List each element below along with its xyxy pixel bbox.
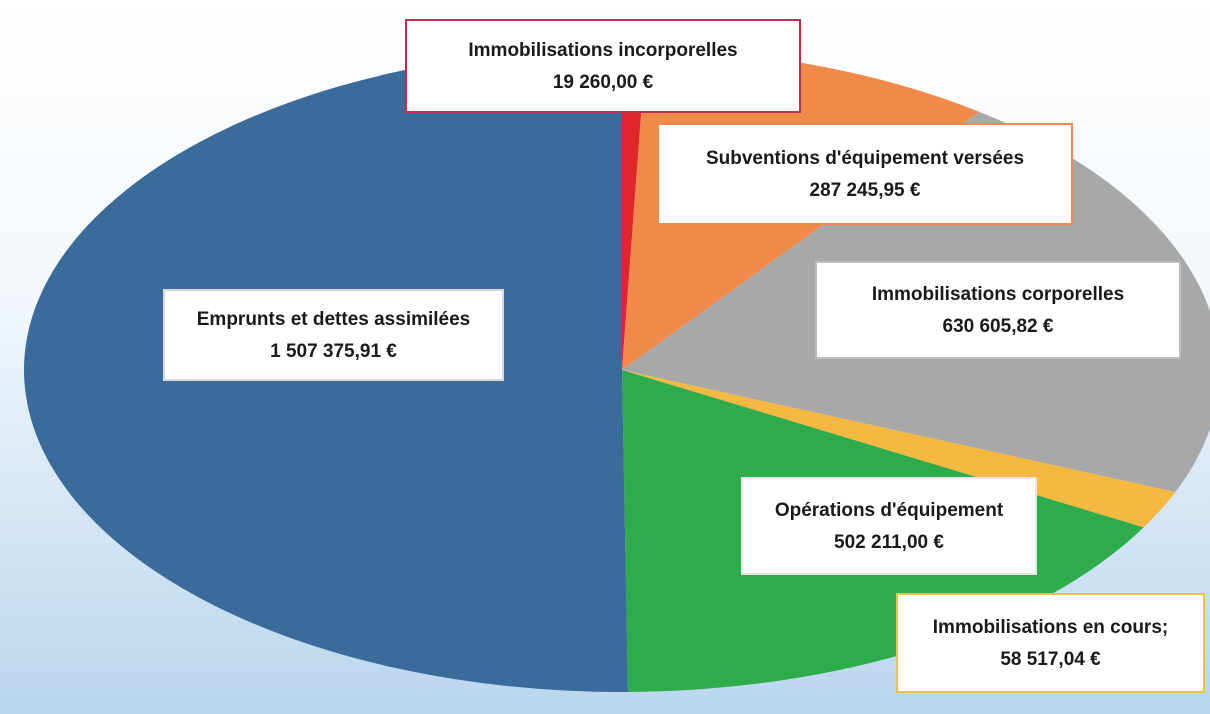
label-box bbox=[896, 593, 1205, 693]
label-box bbox=[163, 289, 504, 381]
value-label: 287 245,95 € bbox=[810, 180, 921, 201]
category-label: Opérations d'équipement bbox=[775, 500, 1004, 521]
category-label: Emprunts et dettes assimilées bbox=[197, 309, 471, 330]
value-label: 502 211,00 € bbox=[834, 532, 944, 553]
pie-slice bbox=[622, 48, 647, 370]
category-label: Immobilisations incorporelles bbox=[468, 40, 737, 61]
category-label: Immobilisations corporelles bbox=[872, 284, 1124, 305]
category-label: Immobilisations en cours; bbox=[933, 617, 1168, 638]
category-label: Subventions d'équipement versées bbox=[706, 148, 1024, 169]
label-box bbox=[815, 261, 1181, 359]
value-label: 58 517,04 € bbox=[1000, 649, 1101, 670]
value-label: 19 260,00 € bbox=[553, 72, 654, 93]
label-box bbox=[405, 19, 801, 113]
label-box bbox=[657, 123, 1073, 225]
value-label: 630 605,82 € bbox=[943, 316, 1054, 337]
value-label: 1 507 375,91 € bbox=[270, 341, 397, 362]
label-box bbox=[741, 477, 1037, 575]
pie-slice bbox=[622, 370, 1176, 528]
